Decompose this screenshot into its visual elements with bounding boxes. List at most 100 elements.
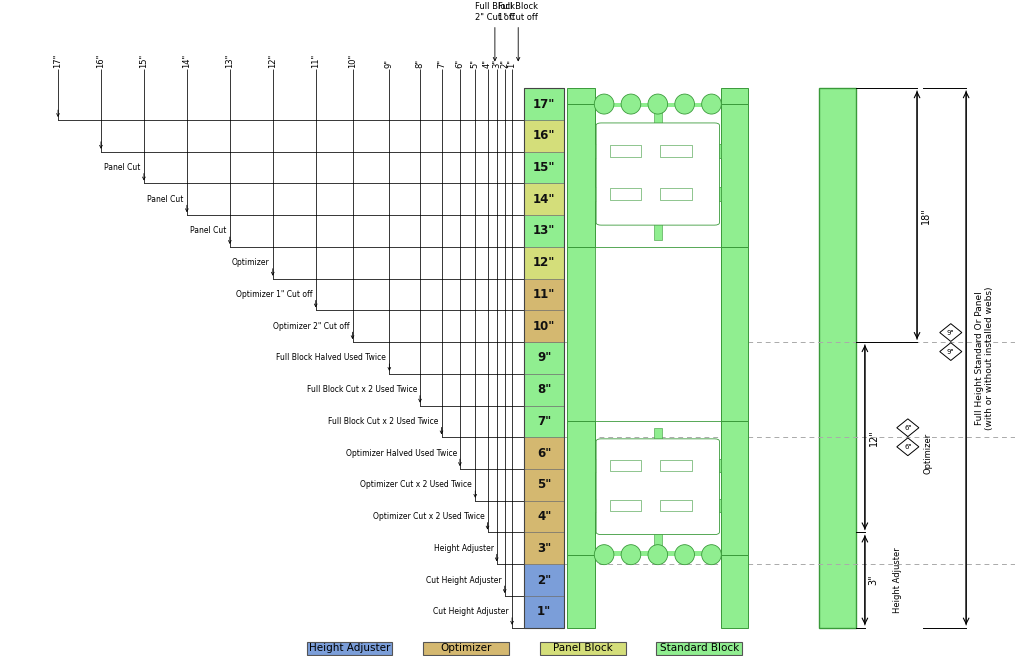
Text: 15": 15"	[139, 53, 149, 68]
Text: 3": 3"	[493, 59, 501, 68]
Bar	[654, 428, 662, 548]
Text: 12": 12"	[269, 53, 277, 68]
Text: 12": 12"	[533, 256, 556, 270]
Text: 11": 11"	[312, 53, 321, 68]
Text: 13": 13"	[225, 53, 234, 68]
Text: 11": 11"	[533, 288, 556, 301]
Text: Cut Height Adjuster: Cut Height Adjuster	[434, 608, 509, 616]
Text: 3": 3"	[868, 575, 879, 585]
Text: 18": 18"	[920, 207, 930, 223]
Text: Optimizer Cut x 2 Used Twice: Optimizer Cut x 2 Used Twice	[373, 512, 485, 521]
Text: 16": 16"	[533, 129, 556, 142]
Bar	[567, 104, 595, 247]
Bar	[524, 532, 564, 564]
Ellipse shape	[701, 94, 722, 114]
Text: 14": 14"	[533, 193, 556, 206]
Text: Optimizer Cut x 2 Used Twice: Optimizer Cut x 2 Used Twice	[360, 480, 472, 490]
Text: Height Adjuster: Height Adjuster	[893, 547, 902, 613]
Ellipse shape	[595, 545, 614, 565]
Text: Height Adjuster: Height Adjuster	[434, 544, 494, 553]
Text: 10": 10"	[348, 53, 357, 68]
Bar	[595, 247, 721, 421]
Text: Standard Block: Standard Block	[660, 643, 739, 653]
Text: 9": 9"	[947, 349, 955, 355]
Bar	[595, 499, 721, 512]
Text: 6": 6"	[538, 447, 552, 459]
Bar	[818, 88, 856, 627]
Bar	[524, 501, 564, 532]
Bar	[595, 144, 721, 158]
Text: 6": 6"	[904, 444, 912, 450]
Bar	[524, 279, 564, 310]
Bar	[661, 500, 692, 511]
Bar	[524, 215, 564, 247]
Bar	[524, 88, 564, 627]
Text: Optimizer 2" Cut off: Optimizer 2" Cut off	[273, 322, 349, 331]
Bar	[610, 500, 641, 511]
Text: 12": 12"	[868, 429, 879, 445]
FancyBboxPatch shape	[306, 642, 392, 655]
Polygon shape	[897, 419, 919, 437]
Bar	[524, 564, 564, 596]
Text: 17": 17"	[533, 98, 556, 111]
Polygon shape	[940, 343, 962, 360]
Text: Optimizer Halved Used Twice: Optimizer Halved Used Twice	[345, 449, 457, 457]
Text: Full Block Halved Used Twice: Full Block Halved Used Twice	[277, 353, 386, 362]
Text: Full Block
1" Cut off: Full Block 1" Cut off	[498, 2, 539, 22]
Bar	[721, 88, 748, 104]
Text: 7": 7"	[538, 415, 552, 428]
Bar	[524, 342, 564, 374]
Text: Optimizer: Optimizer	[923, 432, 932, 474]
Bar	[661, 188, 692, 200]
Text: 13": 13"	[533, 225, 556, 237]
Text: Optimizer: Optimizer	[232, 258, 270, 268]
Bar	[721, 421, 748, 555]
FancyBboxPatch shape	[597, 439, 720, 534]
FancyBboxPatch shape	[423, 642, 509, 655]
FancyBboxPatch shape	[540, 642, 626, 655]
Text: 1": 1"	[508, 59, 516, 68]
Text: 7": 7"	[437, 59, 446, 68]
Bar	[524, 88, 564, 120]
Text: Panel Cut: Panel Cut	[190, 227, 227, 235]
Text: 14": 14"	[182, 53, 191, 68]
Text: 5": 5"	[538, 478, 552, 492]
Text: 2": 2"	[538, 573, 552, 587]
Ellipse shape	[675, 545, 694, 565]
Text: 4": 4"	[483, 59, 492, 68]
Bar	[661, 146, 692, 157]
Bar	[721, 555, 748, 627]
Ellipse shape	[621, 545, 640, 565]
Ellipse shape	[675, 94, 694, 114]
Bar	[654, 111, 662, 240]
Text: 8": 8"	[538, 383, 552, 396]
Ellipse shape	[648, 545, 668, 565]
Text: Panel Cut: Panel Cut	[148, 195, 184, 204]
Text: 6": 6"	[455, 59, 464, 68]
Bar	[610, 460, 641, 471]
Text: Height Adjuster: Height Adjuster	[308, 643, 390, 653]
Bar	[524, 438, 564, 469]
Text: 9": 9"	[385, 59, 394, 68]
Bar	[524, 405, 564, 438]
Text: 2": 2"	[500, 59, 509, 68]
Text: 8": 8"	[415, 59, 425, 68]
Bar	[661, 460, 692, 471]
Text: 3": 3"	[538, 542, 552, 555]
Bar	[595, 103, 721, 107]
Bar	[524, 247, 564, 279]
Bar	[524, 183, 564, 215]
Bar	[595, 459, 721, 472]
Bar	[595, 552, 721, 556]
Bar	[567, 421, 595, 555]
Bar	[567, 247, 595, 421]
Bar	[524, 469, 564, 501]
Text: 4": 4"	[538, 510, 552, 523]
Bar	[610, 146, 641, 157]
Polygon shape	[940, 324, 962, 341]
Bar	[524, 596, 564, 627]
Text: Cut Height Adjuster: Cut Height Adjuster	[426, 575, 502, 585]
Ellipse shape	[621, 94, 640, 114]
Text: Full Block Cut x 2 Used Twice: Full Block Cut x 2 Used Twice	[306, 385, 417, 394]
FancyBboxPatch shape	[597, 123, 720, 225]
